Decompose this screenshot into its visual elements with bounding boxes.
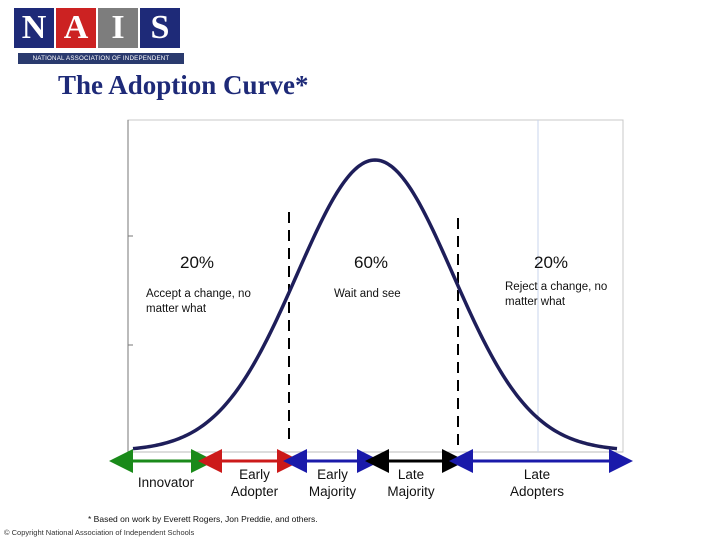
segment-percent-middle: 60%	[354, 253, 389, 272]
logo-letter-n: N	[14, 8, 54, 48]
category-label-early-adopter: Early Adopter	[230, 467, 279, 499]
segment-percent-left: 20%	[180, 253, 215, 272]
footnote: * Based on work by Everett Rogers, Jon P…	[88, 514, 318, 524]
segment-percent-right: 20%	[534, 253, 569, 272]
category-label-late-adopters: Late Adopters	[509, 467, 565, 499]
category-label-innovator: Innovator	[137, 475, 195, 490]
segment-description-left: Accept a change, no matter what	[146, 288, 251, 315]
bell-curve	[132, 158, 618, 451]
nais-logo: N A I S NATIONAL ASSOCIATION OF INDEPEND…	[14, 8, 184, 73]
segment-description-right: Reject a change, no matter what	[505, 281, 608, 308]
copyright: © Copyright National Association of Inde…	[4, 528, 195, 537]
logo-subtitle: NATIONAL ASSOCIATION OF INDEPENDENT SCHO…	[18, 53, 184, 73]
logo-letter-s: S	[140, 8, 180, 48]
logo-letter-i: I	[98, 8, 138, 48]
category-label-late-majority: Late Majority	[387, 467, 435, 499]
slide-title: The Adoption Curve*	[58, 70, 309, 100]
logo-letter-a: A	[56, 8, 96, 48]
segment-description-middle: Wait and see	[334, 288, 401, 300]
logo-letters: N A I S	[14, 8, 182, 52]
category-label-early-majority: Early Majority	[308, 467, 357, 499]
